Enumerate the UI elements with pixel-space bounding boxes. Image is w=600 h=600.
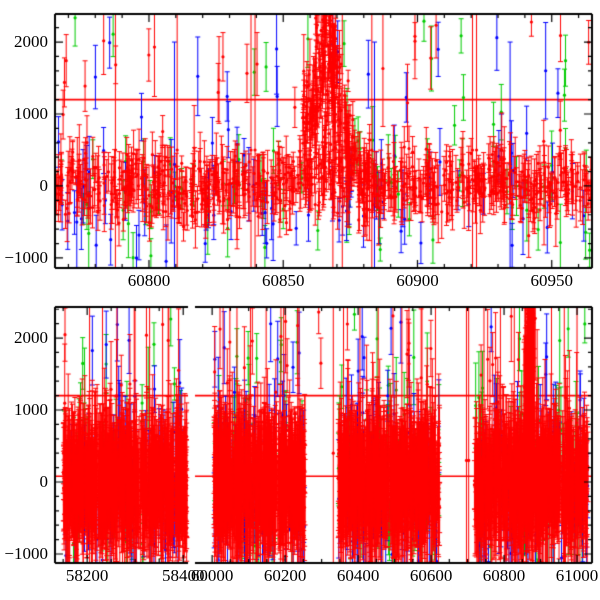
y-tick-label: 0 [39, 175, 49, 195]
x-tick-label: 60950 [530, 271, 573, 290]
y-tick-label: 1000 [14, 400, 48, 420]
x-tick-label: 60400 [336, 566, 380, 585]
x-tick-label: 60800 [127, 271, 171, 290]
x-tick-label: 60000 [190, 566, 234, 585]
y-tick-label: −1000 [4, 247, 48, 267]
x-tick-label: 60200 [263, 566, 307, 585]
x-tick-label: 60600 [409, 566, 453, 585]
x-tick-label: 60900 [396, 271, 439, 290]
y-tick-label: 0 [39, 472, 49, 491]
x-tick-label: 61000 [555, 566, 599, 585]
x-tick-label: 58400 [161, 566, 205, 585]
y-tick-label: 2000 [14, 32, 48, 52]
x-tick-label: 60800 [482, 566, 526, 585]
y-tick-label: −1000 [4, 544, 48, 563]
y-tick-label: 2000 [14, 328, 48, 348]
y-tick-label: 1000 [14, 104, 48, 124]
x-tick-label: 60850 [261, 271, 305, 290]
x-tick-label: 58200 [65, 566, 109, 585]
